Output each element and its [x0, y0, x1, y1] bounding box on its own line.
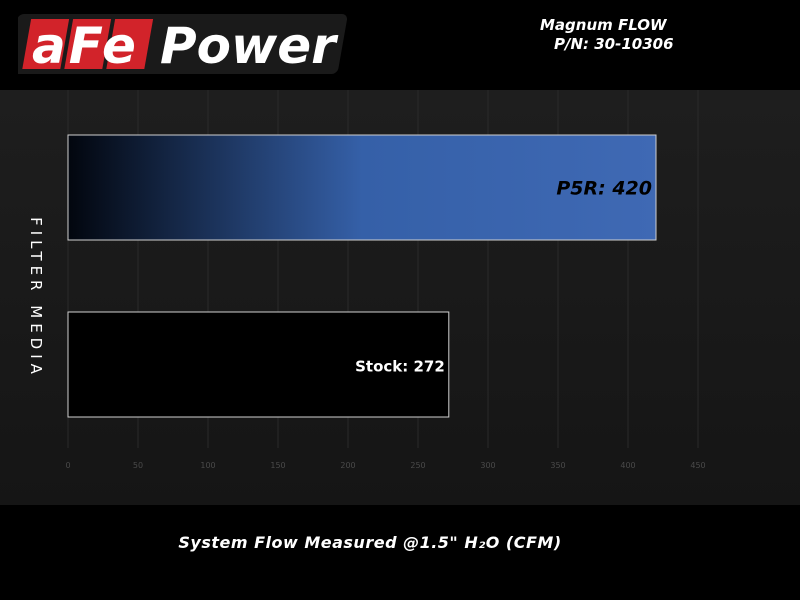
y-axis-label: FILTER MEDIA [27, 217, 45, 379]
bar-stock [67, 311, 450, 418]
data-label: Stock: 272 [355, 358, 445, 376]
x-tick-label: 150 [270, 461, 285, 470]
x-tick-label: 200 [340, 461, 355, 470]
x-tick-label: 400 [620, 461, 635, 470]
svg-text:aFe: aFe [32, 17, 139, 75]
chart-title: Magnum FLOW P/N: 30-10306 [540, 16, 740, 54]
footer [0, 505, 800, 600]
svg-text:Power: Power [160, 17, 339, 75]
x-tick-label: 450 [690, 461, 705, 470]
product-name: Magnum FLOW [540, 16, 667, 34]
x-tick-label: 250 [410, 461, 425, 470]
x-axis-label: System Flow Measured @1.5" H₂O (CFM) [178, 533, 562, 552]
x-tick-label: 0 [65, 461, 70, 470]
afe-power-logo: aFe Power [18, 14, 348, 75]
data-label: P5R: 420 [556, 178, 652, 200]
x-tick-label: 50 [133, 461, 143, 470]
x-tick-label: 100 [200, 461, 215, 470]
x-tick-label: 300 [480, 461, 495, 470]
bar-p5r [67, 134, 657, 241]
part-number: P/N: 30-10306 [554, 35, 674, 53]
x-tick-label: 350 [550, 461, 565, 470]
